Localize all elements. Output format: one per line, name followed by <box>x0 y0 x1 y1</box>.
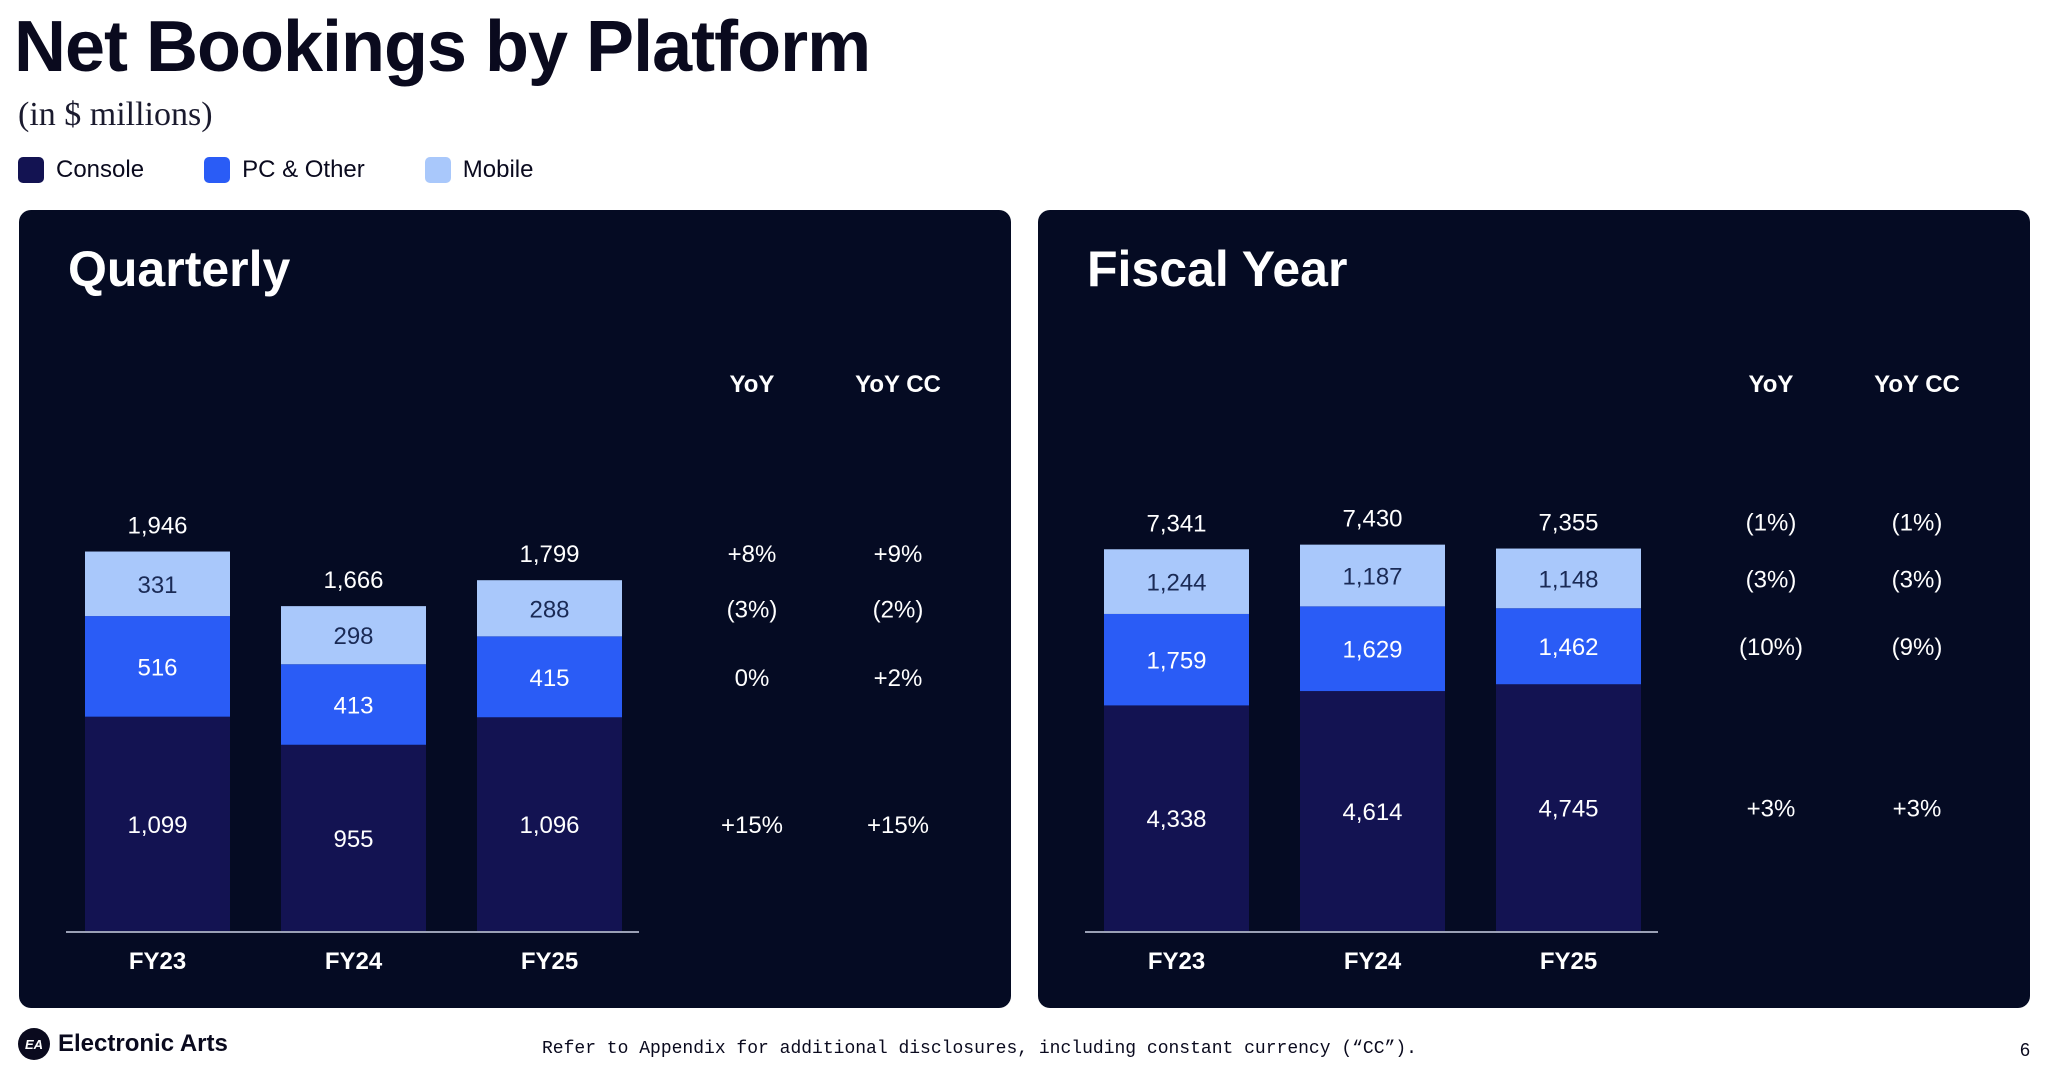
bar-mobile-fy24 <box>281 606 426 665</box>
data-label-mobile-fy24: 1,187 <box>1342 564 1402 591</box>
data-label-pc-other-fy25: 1,462 <box>1538 634 1598 661</box>
growth-yoy-cc-total: (1%) <box>1892 510 1943 537</box>
x-tick-label-fy23: FY23 <box>129 948 186 975</box>
legend-swatch-console <box>18 157 44 183</box>
data-label-pc-other-fy24: 1,629 <box>1342 637 1402 664</box>
bar-console-fy24 <box>281 744 426 931</box>
data-label-mobile-fy23: 331 <box>137 572 177 599</box>
data-label-pc-other-fy25: 415 <box>529 665 569 692</box>
growth-header-yoy-cc: YoY CC <box>855 371 941 398</box>
growth-yoy-mobile: (3%) <box>1746 566 1797 593</box>
legend-label-mobile: Mobile <box>462 156 534 183</box>
bar-console-fy25 <box>477 717 622 931</box>
legend-swatch-pc-other <box>204 157 231 183</box>
data-label-mobile-fy24: 298 <box>333 623 373 650</box>
data-label-console-fy24: 955 <box>333 826 373 853</box>
total-label-fy23: 1,946 <box>127 513 187 540</box>
legend-label-pc-other: PC & Other <box>242 156 365 183</box>
total-label-fy25: 1,799 <box>519 541 579 568</box>
legend-item-mobile: Mobile <box>424 156 534 184</box>
bar-pc-other-fy24 <box>281 664 426 745</box>
data-label-mobile-fy25: 1,148 <box>1538 566 1598 593</box>
quarterly-panel: Quarterly 1,099 516 331 1,946 FY23 955 413 298 1… <box>19 210 1011 1008</box>
data-label-console-fy23: 4,338 <box>1146 806 1206 833</box>
bar-console-fy23 <box>85 716 230 931</box>
bar-mobile-fy25 <box>477 580 622 637</box>
growth-header-yoy: YoY <box>1749 371 1794 398</box>
page-subtitle: (in $ millions) <box>18 96 213 133</box>
bar-console-fy23 <box>1104 705 1249 931</box>
legend-label-console: Console <box>56 156 145 183</box>
fiscal-year-panel: Fiscal Year 4,338 1,759 1,244 7,341 FY23 4,61… <box>1038 210 2030 1008</box>
growth-yoy-pc-other: (10%) <box>1739 634 1803 661</box>
growth-yoy-cc-pc-other: (9%) <box>1892 634 1943 661</box>
growth-yoy-console: +15% <box>721 812 783 839</box>
data-label-console-fy25: 1,096 <box>519 812 579 839</box>
chart-legend: Console PC & Other Mobile <box>18 156 533 184</box>
total-label-fy25: 7,355 <box>1538 510 1598 537</box>
x-tick-label-fy24: FY24 <box>1344 948 1402 975</box>
bar-pc-other-fy24 <box>1300 606 1445 692</box>
data-label-pc-other-fy24: 413 <box>333 693 373 720</box>
growth-yoy-cc-mobile: (3%) <box>1892 566 1943 593</box>
data-label-console-fy23: 1,099 <box>127 812 187 839</box>
bar-mobile-fy25 <box>1496 548 1641 609</box>
fiscal-year-panel-title: Fiscal Year <box>1087 241 1348 297</box>
growth-yoy-mobile: (3%) <box>727 596 778 623</box>
bar-pc-other-fy25 <box>477 636 622 718</box>
growth-yoy-cc-total: +9% <box>874 541 923 568</box>
data-label-console-fy25: 4,745 <box>1538 796 1598 823</box>
bar-mobile-fy23 <box>85 551 230 617</box>
data-label-console-fy24: 4,614 <box>1342 799 1402 826</box>
growth-yoy-cc-console: +15% <box>867 812 929 839</box>
company-logo: EA Electronic Arts <box>18 1028 228 1060</box>
growth-yoy-total: (1%) <box>1746 510 1797 537</box>
growth-yoy-pc-other: 0% <box>735 665 770 692</box>
legend-item-console: Console <box>18 156 144 184</box>
quarterly-chart: 1,099 516 331 1,946 FY23 955 413 298 1,666 FY24 1,… <box>66 371 941 975</box>
fiscal-year-chart: 4,338 1,759 1,244 7,341 FY23 4,614 1,629 1,187 7… <box>1085 371 1960 975</box>
growth-yoy-console: +3% <box>1747 796 1796 823</box>
x-tick-label-fy25: FY25 <box>521 948 578 975</box>
data-label-pc-other-fy23: 516 <box>137 654 177 681</box>
total-label-fy23: 7,341 <box>1146 510 1206 537</box>
growth-yoy-cc-console: +3% <box>1893 796 1942 823</box>
company-name: Electronic Arts <box>58 1030 228 1057</box>
data-label-mobile-fy23: 1,244 <box>1146 570 1206 597</box>
bar-console-fy25 <box>1496 684 1641 931</box>
growth-yoy-cc-mobile: (2%) <box>873 596 924 623</box>
data-label-mobile-fy25: 288 <box>529 596 569 623</box>
growth-header-yoy-cc: YoY CC <box>1874 371 1960 398</box>
bar-console-fy24 <box>1300 691 1445 931</box>
total-label-fy24: 7,430 <box>1342 506 1402 533</box>
growth-yoy-cc-pc-other: +2% <box>874 665 923 692</box>
legend-item-pc-other: PC & Other <box>204 156 365 184</box>
total-label-fy24: 1,666 <box>323 567 383 594</box>
x-tick-label-fy24: FY24 <box>325 948 383 975</box>
page-title: Net Bookings by Platform <box>14 7 871 87</box>
bar-pc-other-fy25 <box>1496 608 1641 685</box>
page-number: 6 <box>2019 1040 2030 1060</box>
ea-logo-icon: EA <box>18 1028 50 1060</box>
bar-pc-other-fy23 <box>1104 613 1249 706</box>
bar-pc-other-fy23 <box>85 616 230 717</box>
bar-mobile-fy24 <box>1300 544 1445 607</box>
footer-disclosure-note: Refer to Appendix for additional disclos… <box>542 1039 1417 1059</box>
quarterly-panel-title: Quarterly <box>68 241 291 297</box>
bar-mobile-fy23 <box>1104 549 1249 614</box>
data-label-pc-other-fy23: 1,759 <box>1146 648 1206 675</box>
growth-yoy-total: +8% <box>728 541 777 568</box>
x-tick-label-fy23: FY23 <box>1148 948 1205 975</box>
x-tick-label-fy25: FY25 <box>1540 948 1597 975</box>
legend-swatch-mobile <box>424 157 451 183</box>
growth-header-yoy: YoY <box>730 371 775 398</box>
